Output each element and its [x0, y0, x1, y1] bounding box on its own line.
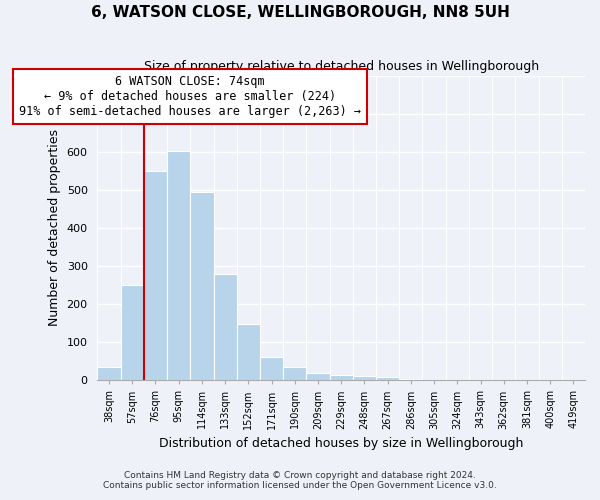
Bar [329, 374, 353, 380]
Bar [121, 285, 144, 380]
Bar [260, 358, 283, 380]
Text: Contains HM Land Registry data © Crown copyright and database right 2024.
Contai: Contains HM Land Registry data © Crown c… [103, 470, 497, 490]
Bar [214, 274, 237, 380]
Bar [97, 367, 121, 380]
X-axis label: Distribution of detached houses by size in Wellingborough: Distribution of detached houses by size … [159, 437, 523, 450]
Bar [144, 171, 167, 380]
Text: 6, WATSON CLOSE, WELLINGBOROUGH, NN8 5UH: 6, WATSON CLOSE, WELLINGBOROUGH, NN8 5UH [91, 5, 509, 20]
Bar [237, 324, 260, 380]
Bar [167, 150, 190, 380]
Bar [399, 379, 422, 380]
Text: 6 WATSON CLOSE: 74sqm
← 9% of detached houses are smaller (224)
91% of semi-deta: 6 WATSON CLOSE: 74sqm ← 9% of detached h… [19, 75, 361, 118]
Title: Size of property relative to detached houses in Wellingborough: Size of property relative to detached ho… [143, 60, 539, 73]
Bar [307, 372, 329, 380]
Bar [283, 367, 307, 380]
Bar [353, 376, 376, 380]
Bar [376, 377, 399, 380]
Bar [190, 192, 214, 380]
Y-axis label: Number of detached properties: Number of detached properties [48, 130, 61, 326]
